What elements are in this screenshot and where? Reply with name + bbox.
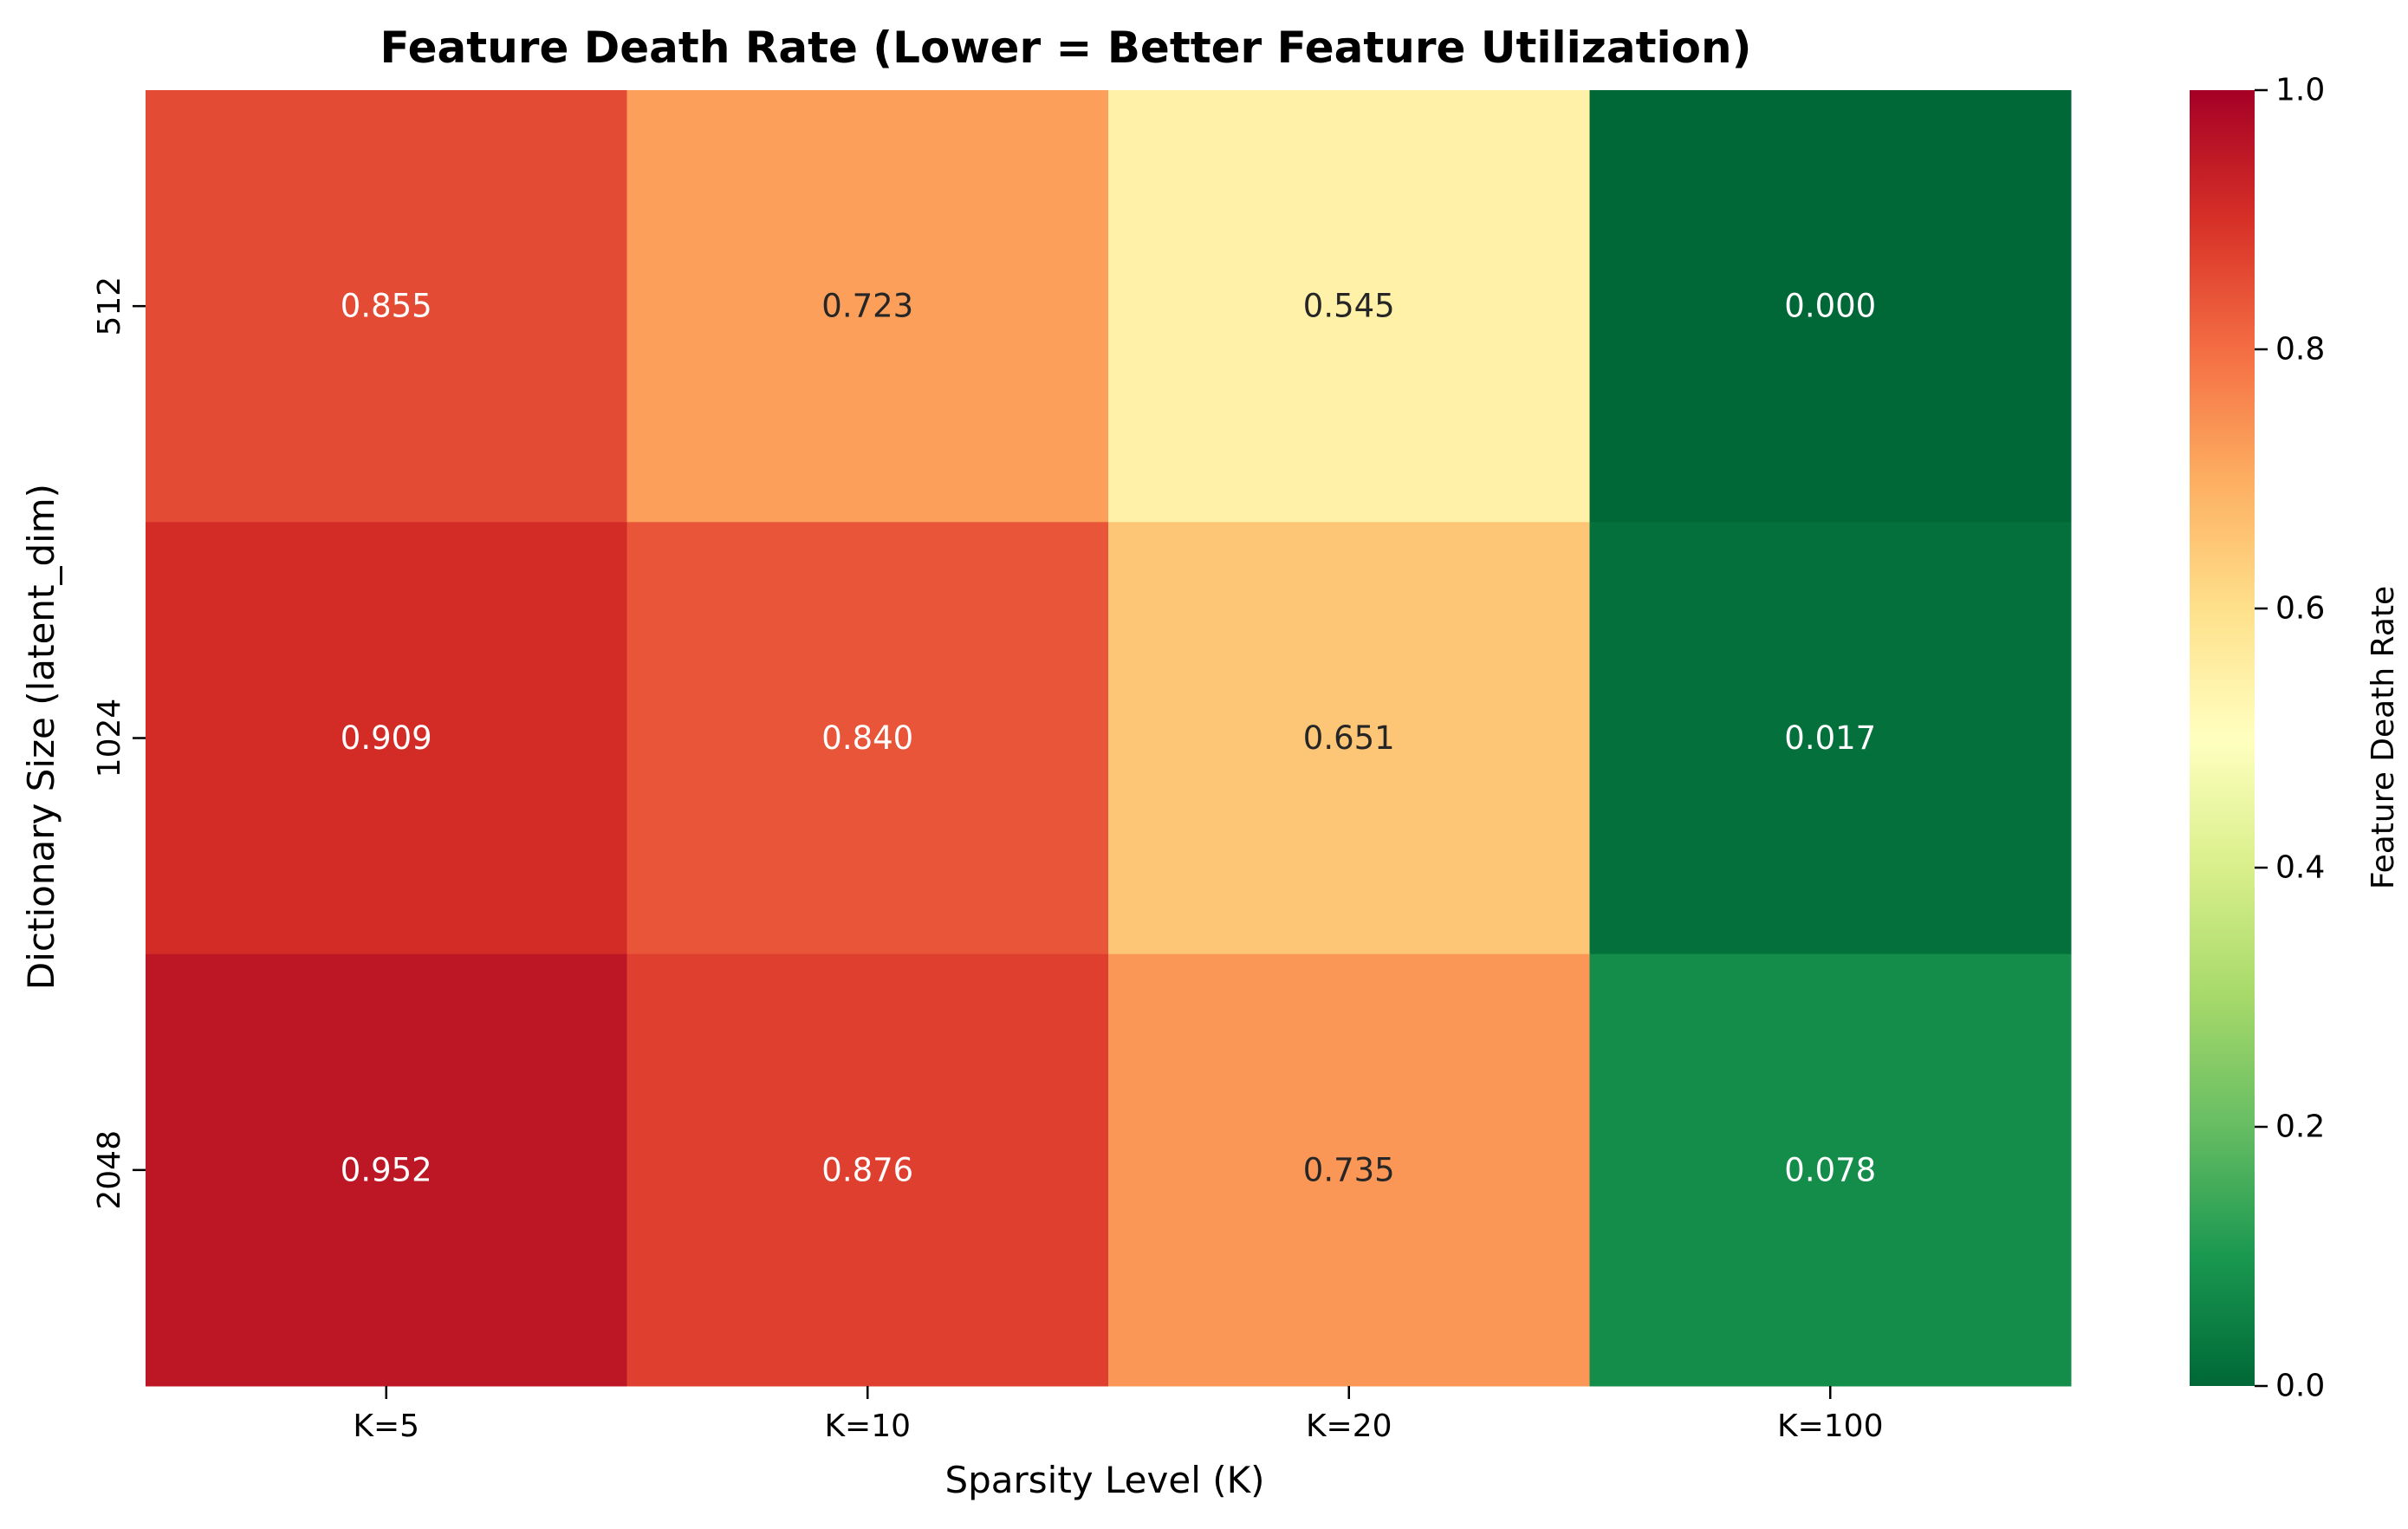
y-tick-label: 512 [92, 277, 127, 336]
heatmap-cell-value-label: 0.078 [1784, 1151, 1876, 1188]
heatmap-value-labels: 0.855 0.723 0.545 0.000 0.909 0.840 0.651 0.017… [341, 288, 1876, 1189]
heatmap-cell [1589, 953, 2072, 1387]
colorbar-label: Feature Death Rate [2366, 586, 2401, 889]
x-tick-label: K=20 [1306, 1409, 1392, 1444]
colorbar-tick-label: 0.8 [2275, 332, 2325, 368]
y-tick-label: 2048 [92, 1130, 127, 1210]
heatmap-cell-value-label: 0.000 [1784, 288, 1876, 325]
x-axis-ticks: K=5 K=10 K=20 K=100 [353, 1386, 1883, 1444]
heatmap-cell [1589, 522, 2072, 955]
heatmap-cell [626, 522, 1109, 955]
heatmap-cell-value-label: 0.651 [1303, 719, 1395, 757]
heatmap-cell [1108, 953, 1590, 1387]
heatmap-cell-value-label: 0.952 [341, 1151, 432, 1188]
colorbar-tick-label: 0.4 [2275, 850, 2325, 886]
heatmap-cell-value-label: 0.545 [1303, 288, 1395, 325]
heatmap-cell-value-label: 0.855 [341, 288, 432, 325]
x-tick-label: K=5 [353, 1409, 419, 1444]
heatmap-cell-value-label: 0.723 [821, 288, 913, 325]
x-tick-label: K=10 [824, 1409, 911, 1444]
heatmap-cell-value-label: 0.735 [1303, 1151, 1395, 1188]
heatmap-cell-value-label: 0.909 [341, 719, 432, 757]
colorbar-ticks: 0.0 0.2 0.4 0.6 0.8 1.0 [2255, 73, 2325, 1404]
heatmap-cell [146, 953, 627, 1387]
heatmap-cell [146, 522, 627, 955]
heatmap-cell [626, 90, 1109, 523]
y-axis-label: Dictionary Size (latent_dim) [20, 484, 62, 990]
chart-title: Feature Death Rate (Lower = Better Featu… [380, 23, 1752, 73]
heatmap-cell [1108, 522, 1590, 955]
heatmap-cells [146, 90, 2072, 1387]
colorbar-tick-label: 0.6 [2275, 591, 2325, 627]
heatmap-cell [1108, 90, 1590, 523]
heatmap-cell-value-label: 0.876 [821, 1151, 913, 1188]
heatmap-cell [1589, 90, 2072, 523]
colorbar-tick-label: 0.0 [2275, 1369, 2325, 1404]
y-tick-label: 1024 [92, 699, 127, 778]
heatmap-cell-value-label: 0.840 [821, 719, 913, 757]
x-tick-label: K=100 [1777, 1409, 1883, 1444]
heatmap-cell [626, 953, 1109, 1387]
colorbar-tick-label: 1.0 [2275, 73, 2325, 108]
x-axis-label: Sparsity Level (K) [944, 1459, 1264, 1501]
heatmap-cell [146, 90, 627, 523]
heatmap-cell-value-label: 0.017 [1784, 719, 1876, 757]
colorbar [2190, 90, 2255, 1386]
colorbar-tick-label: 0.2 [2275, 1109, 2325, 1145]
y-axis-ticks: 512 1024 2048 [92, 277, 146, 1210]
